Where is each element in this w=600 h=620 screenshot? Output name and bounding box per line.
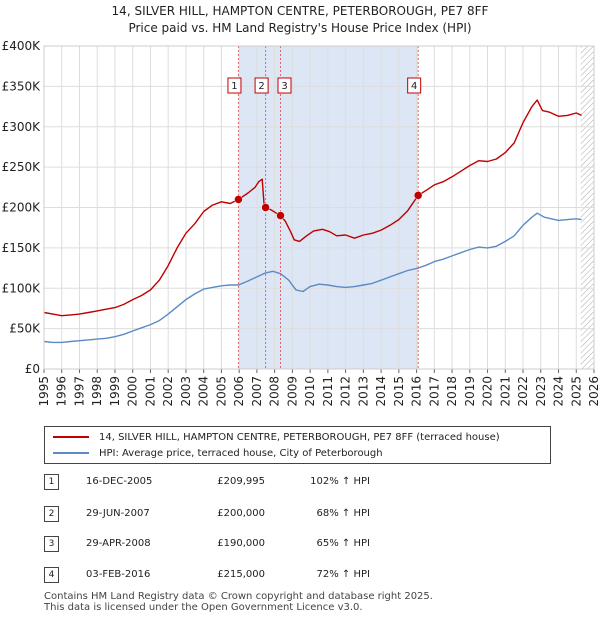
x-tick-label: 1997	[72, 376, 86, 407]
title-line-2: Price paid vs. HM Land Registry's House …	[128, 21, 472, 35]
x-tick-label: 2020	[481, 376, 495, 407]
sale-price: £209,995	[217, 476, 265, 487]
plot-border	[43, 45, 595, 370]
x-tick-label: 2025	[569, 376, 583, 407]
sale-marker-number: 4	[411, 81, 417, 92]
x-tick-label: 2015	[392, 376, 406, 407]
sale-point	[234, 195, 243, 204]
sale-date: 29-JUN-2007	[86, 508, 150, 519]
sale-marker-badge: 3	[44, 536, 59, 552]
y-tick-label: £100K	[2, 281, 42, 295]
x-tick-label: 2018	[445, 376, 459, 407]
sale-marker-box	[254, 77, 269, 94]
footer-copyright: Contains HM Land Registry data © Crown c…	[44, 591, 433, 602]
table-row: 4 03-FEB-2016 £215,000 72% ↑ HPI	[0, 565, 600, 585]
table-row: 3 29-APR-2008 £190,000 65% ↑ HPI	[0, 534, 600, 554]
x-tick-label: 2024	[552, 376, 566, 407]
footer: Contains HM Land Registry data © Crown c…	[44, 591, 433, 613]
legend: 14, SILVER HILL, HAMPTON CENTRE, PETERBO…	[44, 426, 551, 464]
x-tick-label: 2010	[303, 376, 317, 407]
sale-marker-number: 2	[258, 81, 264, 92]
sale-hpi-change: 102% ↑ HPI	[310, 476, 370, 487]
sale-marker-number: 3	[281, 81, 287, 92]
legend-item-property: 14, SILVER HILL, HAMPTON CENTRE, PETERBO…	[53, 430, 500, 444]
y-tick-label: £250K	[2, 160, 42, 174]
sale-price: £215,000	[217, 569, 265, 580]
table-row: 2 29-JUN-2007 £200,000 68% ↑ HPI	[0, 504, 600, 524]
y-tick-label: £150K	[2, 241, 42, 255]
sale-marker-number: 1	[231, 81, 237, 92]
hpi-line	[43, 212, 582, 344]
x-tick-label: 2021	[498, 376, 512, 407]
y-tick-label: £300K	[2, 120, 42, 134]
legend-swatch-hpi	[53, 452, 89, 454]
x-tick-label: 2004	[197, 376, 211, 407]
sale-point	[261, 203, 270, 212]
title-line-1: 14, SILVER HILL, HAMPTON CENTRE, PETERBO…	[111, 4, 489, 18]
x-tick-label: 2016	[410, 376, 424, 407]
sale-marker-box	[407, 77, 422, 94]
y-tick-label: £50K	[9, 322, 41, 336]
sale-marker-label: 3	[277, 77, 292, 94]
sale-date: 29-APR-2008	[86, 538, 151, 549]
x-tick-label: 2005	[214, 376, 228, 407]
y-tick-label: £400K	[2, 39, 42, 53]
legend-label-property: 14, SILVER HILL, HAMPTON CENTRE, PETERBO…	[99, 431, 500, 443]
property-price-line	[43, 99, 582, 317]
sale-point	[413, 191, 423, 200]
sale-marker-box	[227, 77, 242, 94]
sale-hpi-change: 72% ↑ HPI	[316, 569, 370, 580]
x-tick-label: 2007	[250, 376, 264, 407]
sale-date: 03-FEB-2016	[86, 569, 151, 580]
y-tick-label: £0	[25, 362, 40, 376]
x-tick-label: 2019	[463, 376, 477, 407]
x-tick-label: 2012	[339, 376, 353, 407]
x-tick-label: 2014	[374, 376, 388, 407]
x-tick-label: 2006	[232, 376, 246, 407]
sale-marker-label: 4	[407, 77, 422, 94]
chart-title: 14, SILVER HILL, HAMPTON CENTRE, PETERBO…	[0, 3, 600, 37]
sale-marker-box	[277, 77, 292, 94]
sale-hpi-change: 65% ↑ HPI	[316, 538, 370, 549]
x-tick-label: 2022	[516, 376, 530, 407]
x-tick-label: 2011	[321, 376, 335, 407]
legend-swatch-property	[53, 436, 89, 438]
x-tick-label: 1995	[37, 376, 51, 407]
legend-item-hpi: HPI: Average price, terraced house, City…	[53, 446, 383, 460]
x-tick-label: 2001	[143, 376, 157, 407]
legend-label-hpi: HPI: Average price, terraced house, City…	[99, 447, 383, 459]
x-tick-label: 1999	[108, 376, 122, 407]
sales-table: 1 16-DEC-2005 £209,995 102% ↑ HPI 2 29-J…	[0, 468, 600, 588]
x-tick-label: 2000	[126, 376, 140, 407]
sale-price: £200,000	[217, 508, 265, 519]
x-tick-label: 2023	[534, 376, 548, 407]
sale-hpi-change: 68% ↑ HPI	[316, 508, 370, 519]
x-tick-label: 2003	[179, 376, 193, 407]
sale-point	[276, 211, 285, 220]
price-chart: 1 2 3 4 £0 £50K £100K £150K £200K £250K £300K £350…	[2, 39, 600, 407]
x-tick-label: 2009	[285, 376, 299, 407]
sale-price: £190,000	[217, 538, 265, 549]
sale-marker-badge: 1	[44, 474, 59, 490]
sale-marker-badge: 2	[44, 506, 59, 522]
sale-marker-label: 1	[227, 77, 242, 94]
sale-marker-label: 2	[254, 77, 269, 94]
sale-date: 16-DEC-2005	[86, 476, 153, 487]
table-row: 1 16-DEC-2005 £209,995 102% ↑ HPI	[0, 472, 600, 492]
x-tick-label: 1998	[90, 376, 104, 407]
y-tick-label: £350K	[2, 79, 42, 93]
sale-marker-badge: 4	[44, 567, 59, 583]
y-tick-label: £200K	[2, 201, 42, 215]
x-tick-label: 2008	[268, 376, 282, 407]
x-tick-label: 2013	[356, 376, 370, 407]
x-tick-label: 1996	[55, 376, 69, 407]
x-tick-label: 2002	[161, 376, 175, 407]
footer-licence: This data is licensed under the Open Gov…	[44, 602, 363, 613]
x-tick-label: 2017	[427, 376, 441, 407]
x-tick-label: 2026	[587, 376, 600, 407]
